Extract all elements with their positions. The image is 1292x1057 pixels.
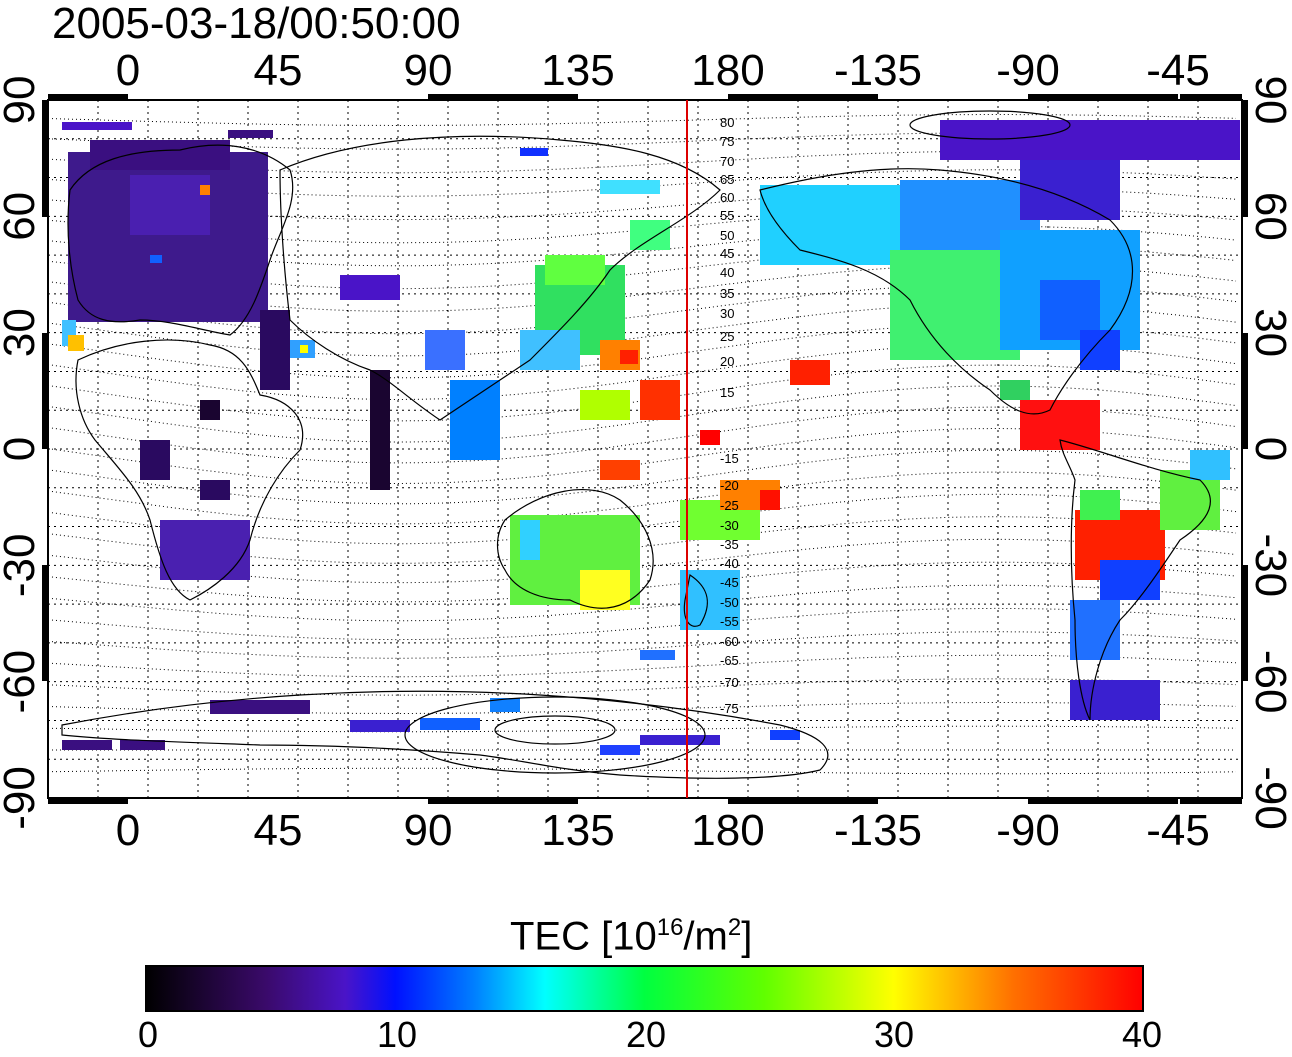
maglat-label: 75 <box>720 134 734 149</box>
colorbar <box>145 965 1144 1012</box>
colorbar-tick: 10 <box>376 1014 418 1055</box>
maglat-line <box>48 303 1237 357</box>
maglat-label: 40 <box>720 265 734 280</box>
maglat-line <box>48 493 1237 545</box>
top-lon-label: -135 <box>834 46 922 95</box>
right-lat-label: 0 <box>1246 437 1292 461</box>
maglat-label: -35 <box>720 537 739 552</box>
maglat-label: 15 <box>720 385 734 400</box>
top-lon-label: 180 <box>691 46 764 95</box>
colorbar-tick: 0 <box>137 1014 159 1055</box>
maglat-label: -15 <box>720 451 739 466</box>
left-lat-label: 60 <box>0 192 44 241</box>
bottom-lon-label: 0 <box>116 806 140 855</box>
left-latitude-labels: 90 60 30 0 -30 -60 -90 <box>0 76 44 830</box>
left-lat-label: 90 <box>0 76 44 125</box>
maglat-label: 20 <box>720 354 734 369</box>
maglat-label: -45 <box>720 575 739 590</box>
maglat-label: 70 <box>720 154 734 169</box>
bottom-lon-label: 90 <box>404 806 453 855</box>
right-lat-label: 60 <box>1246 192 1292 241</box>
maglat-label: -65 <box>720 653 739 668</box>
maglat-label: -20 <box>720 478 739 493</box>
colorbar-title: TEC [1016/m2] <box>510 914 753 959</box>
maglat-line <box>48 471 1237 525</box>
maglat-label: 25 <box>720 329 734 344</box>
coastlines <box>61 110 1211 779</box>
top-lon-label: -90 <box>996 46 1060 95</box>
maglat-line <box>48 264 1237 312</box>
maglat-label: 55 <box>720 208 734 223</box>
left-lat-label: 0 <box>0 437 44 461</box>
colorbar-tick: 40 <box>1121 1014 1163 1055</box>
maglat-line <box>48 516 1237 564</box>
maglat-label: 35 <box>720 286 734 301</box>
maglat-label: -30 <box>720 518 739 533</box>
axis-bars <box>42 94 1248 804</box>
maglat-label: -60 <box>720 634 739 649</box>
maglat-line <box>48 283 1237 335</box>
bottom-lon-label: -45 <box>1146 806 1210 855</box>
top-lon-label: 0 <box>116 46 140 95</box>
bottom-lon-label: 135 <box>541 806 614 855</box>
right-lat-label: -90 <box>1246 766 1292 830</box>
maglat-line <box>48 449 1237 505</box>
maglat-line <box>48 323 1237 379</box>
right-lat-label: -30 <box>1246 534 1292 598</box>
left-lat-label: -30 <box>0 534 44 598</box>
right-lat-label: 90 <box>1246 76 1292 125</box>
maglat-label: 65 <box>720 172 734 187</box>
bottom-longitude-labels: 0 45 90 135 180 -135 -90 -45 <box>116 806 1210 855</box>
tec-data-layer <box>62 120 1240 755</box>
bottom-lon-label: -90 <box>996 806 1060 855</box>
right-lat-label: 30 <box>1246 308 1292 357</box>
maglat-label: -40 <box>720 556 739 571</box>
maglat-line <box>48 584 1237 622</box>
bottom-lon-label: -135 <box>834 806 922 855</box>
magnetic-latitude-labels: 80 75 70 65 60 55 50 45 40 35 30 25 20 15 -15 -20 -25 -30… <box>720 115 739 716</box>
maglat-line <box>48 561 1237 603</box>
maglat-label: -55 <box>720 614 739 629</box>
left-lat-label: -90 <box>0 766 44 830</box>
top-lon-label: 135 <box>541 46 614 95</box>
colorbar-tick: 30 <box>873 1014 915 1055</box>
bottom-lon-label: 45 <box>254 806 303 855</box>
colorbar-tick: 20 <box>625 1014 667 1055</box>
maglat-label: -50 <box>720 595 739 610</box>
timestamp-label: 2005-03-18/00:50:00 <box>52 0 461 48</box>
maglat-label: 30 <box>720 306 734 321</box>
maglat-label: -25 <box>720 498 739 513</box>
maglat-label: 60 <box>720 190 734 205</box>
bottom-lon-label: 180 <box>691 806 764 855</box>
top-lon-label: -45 <box>1146 46 1210 95</box>
left-lat-label: -60 <box>0 650 44 714</box>
top-lon-label: 90 <box>404 46 453 95</box>
maglat-label: 50 <box>720 228 734 243</box>
right-lat-label: -60 <box>1246 650 1292 714</box>
maglat-label: 80 <box>720 115 734 130</box>
left-lat-label: 30 <box>0 308 44 357</box>
right-latitude-labels: 90 60 30 0 -30 -60 -90 <box>1246 76 1292 830</box>
maglat-label: -75 <box>720 701 739 716</box>
top-lon-label: 45 <box>254 46 303 95</box>
maglat-label: 45 <box>720 246 734 261</box>
top-longitude-labels: 0 45 90 135 180 -135 -90 -45 <box>116 46 1210 95</box>
maglat-label: -70 <box>720 675 739 690</box>
